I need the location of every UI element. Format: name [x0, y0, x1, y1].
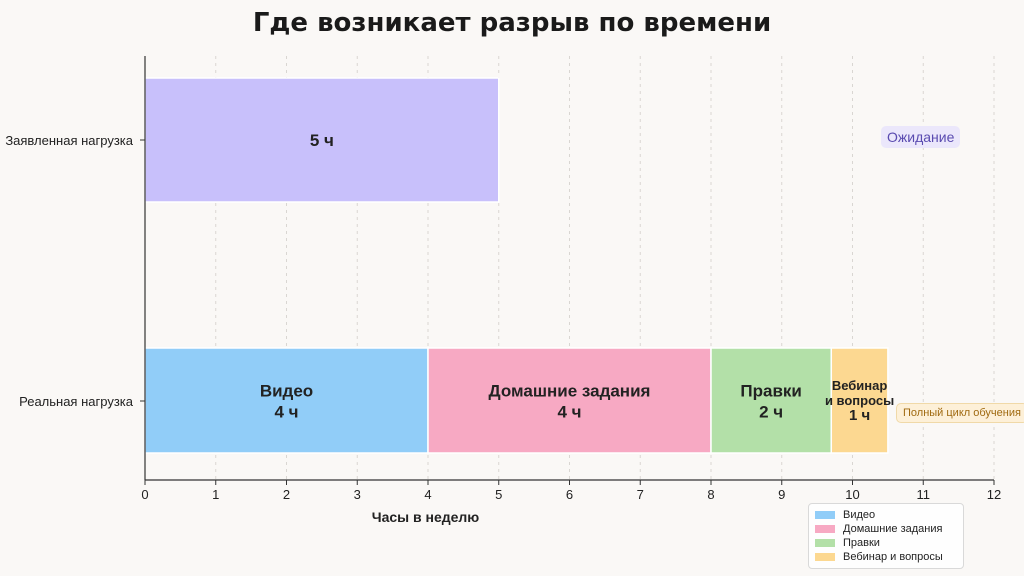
- legend-label-3: Вебинар и вопросы: [843, 551, 943, 563]
- x-tick-label-2: 2: [283, 487, 290, 502]
- bar-segment-0-0: [144, 77, 500, 203]
- bar-segment-1-2: [710, 347, 833, 454]
- x-tick-label-9: 9: [778, 487, 785, 502]
- x-tick-label-11: 11: [917, 487, 931, 502]
- legend-item-2: Правки: [815, 536, 957, 550]
- y-category-label-0: Заявленная нагрузка: [5, 133, 133, 148]
- x-tick-label-6: 6: [566, 487, 573, 502]
- legend-swatch-3: [815, 553, 835, 561]
- x-tick-label-3: 3: [354, 487, 361, 502]
- bar-segment-label-1-1: Домашние задания 4 ч: [489, 382, 651, 422]
- x-tick-label-4: 4: [424, 487, 431, 502]
- legend-item-0: Видео: [815, 508, 957, 522]
- legend-label-1: Домашние задания: [843, 523, 943, 535]
- bars-layer: 5 ч Видео 4 ч Домашние задания 4 ч Правки 2 ч В…: [144, 77, 894, 454]
- legend-item-1: Домашние задания: [815, 522, 957, 536]
- legend-label-2: Правки: [843, 537, 880, 549]
- bar-segment-1-0: [144, 347, 429, 454]
- x-tick-label-8: 8: [707, 487, 714, 502]
- legend-swatch-1: [815, 525, 835, 533]
- bar-segment-label-0-0: 5 ч: [310, 131, 334, 150]
- bar-segment-label-1-2: Правки 2 ч: [740, 382, 801, 422]
- chart-title: Где возникает разрыв по времени: [252, 8, 772, 38]
- annotation-expectation: Ожидание: [881, 126, 961, 148]
- x-tick-label-10: 10: [845, 487, 859, 502]
- bar-segment-1-3: [830, 347, 889, 454]
- x-tick-label-1: 1: [212, 487, 219, 502]
- legend-swatch-0: [815, 511, 835, 519]
- x-tick-label-12: 12: [987, 487, 1001, 502]
- annotation-full-cycle: Полный цикл обучения: [896, 403, 1024, 423]
- x-tick-label-5: 5: [495, 487, 502, 502]
- legend: Видео Домашние задания Правки Вебинар и воп…: [808, 503, 964, 569]
- x-tick-label-0: 0: [141, 487, 148, 502]
- x-tick-label-7: 7: [637, 487, 644, 502]
- legend-label-0: Видео: [843, 509, 876, 521]
- bar-segment-label-1-0: Видео 4 ч: [260, 382, 313, 422]
- x-axis-title: Часы в неделю: [372, 509, 480, 525]
- y-category-label-1: Реальная нагрузка: [19, 394, 134, 409]
- legend-swatch-2: [815, 539, 835, 547]
- bar-segment-label-1-3: Вебинар и вопросы 1 ч: [825, 378, 894, 424]
- bar-segment-1-1: [427, 347, 712, 454]
- legend-item-3: Вебинар и вопросы: [815, 550, 957, 564]
